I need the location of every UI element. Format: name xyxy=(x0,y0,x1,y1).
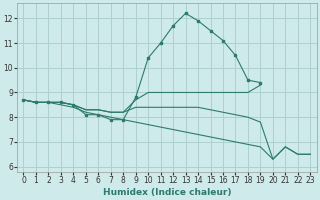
X-axis label: Humidex (Indice chaleur): Humidex (Indice chaleur) xyxy=(103,188,231,197)
